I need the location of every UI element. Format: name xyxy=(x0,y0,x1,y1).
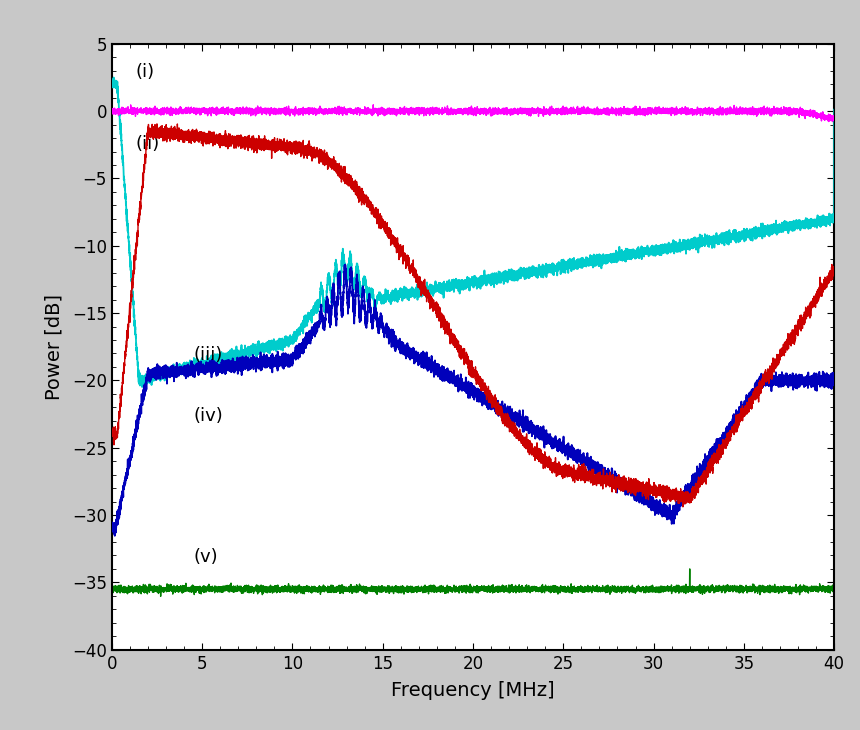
Text: (iv): (iv) xyxy=(193,407,223,425)
Text: (v): (v) xyxy=(193,548,218,566)
Text: (i): (i) xyxy=(135,64,155,82)
Text: (iii): (iii) xyxy=(193,346,223,364)
Y-axis label: Power [dB]: Power [dB] xyxy=(45,293,64,400)
Text: (ii): (ii) xyxy=(135,135,159,153)
X-axis label: Frequency [MHz]: Frequency [MHz] xyxy=(391,681,555,700)
